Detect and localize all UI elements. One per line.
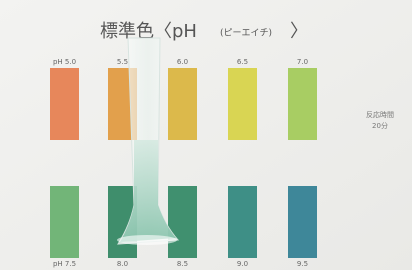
swatch-label: 7.0: [297, 58, 308, 66]
color-swatch: [168, 186, 197, 258]
swatch-label: 8.5: [177, 260, 188, 268]
swatch-label: 6.0: [177, 58, 188, 66]
color-swatch: [228, 186, 257, 258]
swatch-label: 5.5: [117, 58, 128, 66]
swatch-label: 6.5: [237, 58, 248, 66]
swatch-label: pH 7.5: [53, 260, 76, 268]
swatch-label: 8.0: [117, 260, 128, 268]
swatch-label: pH 5.0: [53, 58, 76, 66]
photo: 標準色〈pH (ピーエイチ) 〉 pH 5.05.56.06.57.0pH 7.…: [0, 0, 412, 270]
color-swatch: [288, 186, 317, 258]
color-swatch: [50, 186, 79, 258]
color-swatch: [50, 68, 79, 140]
swatch-label: 9.5: [297, 260, 308, 268]
note: 反応時間: [366, 110, 394, 119]
note: 20分: [372, 121, 388, 130]
title-close: 〉: [290, 21, 308, 42]
tube-base: [117, 235, 177, 245]
title-reading: (ピーエイチ): [220, 28, 272, 39]
color-swatch: [288, 68, 317, 140]
swatch-label: 9.0: [237, 260, 248, 268]
page: 標準色〈pH (ピーエイチ) 〉 pH 5.05.56.06.57.0pH 7.…: [0, 0, 412, 274]
color-swatch: [228, 68, 257, 140]
color-swatch: [168, 68, 197, 140]
